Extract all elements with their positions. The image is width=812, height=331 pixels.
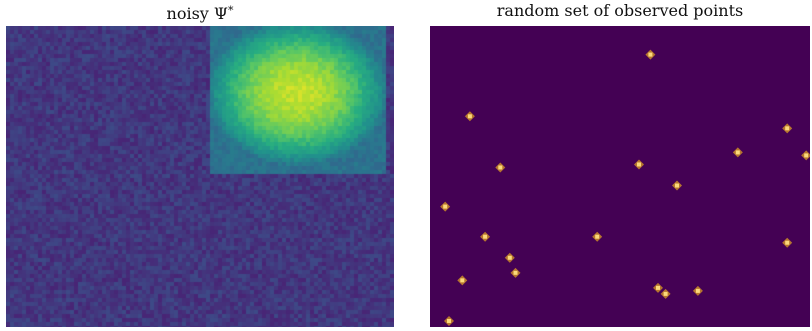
noisy-psi-title-text: noisy Ψ — [166, 4, 228, 23]
observed-point — [440, 201, 451, 212]
observed-points-layer — [440, 49, 812, 326]
noisy-psi-panel: noisy Ψ* — [6, 0, 394, 331]
observed-point — [692, 285, 703, 296]
observed-point — [504, 252, 515, 263]
noisy-psi-title-superscript: * — [227, 4, 234, 17]
observed-point — [732, 147, 743, 158]
observed-points-title: random set of observed points — [496, 1, 744, 20]
observed-points-plot — [430, 26, 812, 327]
observed-point — [480, 231, 491, 242]
observed-point — [444, 315, 454, 326]
noisy-psi-heatmap-canvas — [6, 26, 394, 327]
observed-point — [464, 111, 475, 122]
observed-point — [495, 162, 506, 173]
observed-points-background — [430, 26, 810, 327]
observed-point — [782, 123, 793, 134]
observed-point — [782, 237, 793, 248]
observed-point — [672, 180, 682, 191]
observed-point — [634, 159, 644, 170]
noisy-psi-title: noisy Ψ* — [6, 0, 394, 23]
observed-point — [510, 267, 521, 278]
observed-point — [653, 282, 663, 293]
observed-point — [801, 150, 812, 161]
observed-point — [457, 275, 468, 286]
observed-point — [645, 49, 656, 60]
observed-point — [660, 288, 671, 299]
observed-points-heatmap — [430, 26, 812, 327]
observed-points-panel: random set of observed points — [430, 0, 812, 331]
observed-point — [592, 231, 603, 242]
noisy-psi-heatmap — [6, 26, 394, 327]
